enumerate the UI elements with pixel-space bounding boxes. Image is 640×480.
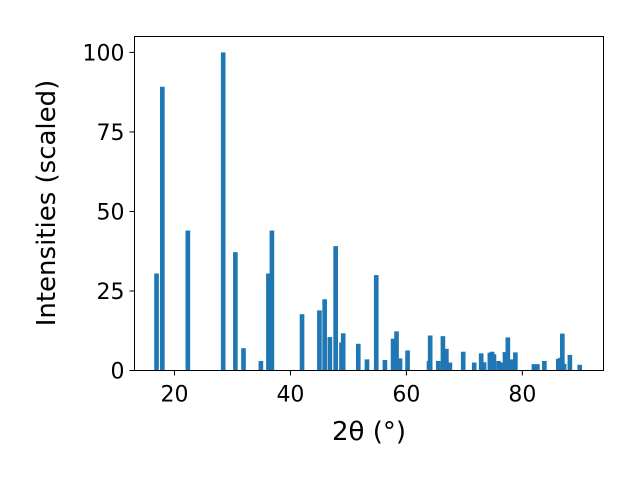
bar-40 (505, 337, 511, 371)
bar-8 (269, 230, 275, 371)
y-axis-label: Intensities (scaled) (32, 80, 62, 327)
y-tick-label: 75 (97, 121, 125, 146)
bar-25 (427, 335, 433, 371)
y-tick-label: 0 (111, 360, 125, 385)
bar-9 (299, 314, 305, 371)
x-axis-label: 2θ (°) (332, 417, 406, 447)
bar-20 (390, 338, 396, 371)
bar-37 (496, 360, 501, 371)
bar-1 (160, 86, 165, 371)
bar-51 (577, 364, 583, 371)
bar-2 (185, 230, 191, 371)
bar-5 (241, 348, 246, 371)
bar-series (154, 52, 583, 371)
bar-4 (233, 252, 238, 371)
x-tick-label: 60 (392, 383, 420, 408)
bar-29 (447, 362, 453, 371)
x-axis-ticks: 20 40 60 80 (161, 370, 536, 408)
y-tick-label: 50 (97, 200, 125, 225)
bar-38 (499, 362, 505, 371)
x-tick-label: 20 (161, 383, 189, 408)
bar-50 (567, 354, 573, 371)
bar-44 (535, 364, 540, 371)
bar-30 (460, 351, 466, 371)
y-tick-label: 100 (83, 41, 125, 66)
bar-32 (478, 353, 484, 371)
bar-21 (394, 331, 399, 371)
bar-27 (440, 336, 446, 371)
bar-11 (322, 299, 327, 371)
bar-13 (333, 246, 338, 371)
y-axis-ticks: 0 25 50 75 100 (83, 41, 135, 385)
bar-16 (355, 343, 361, 371)
bar-39 (502, 352, 508, 371)
x-tick-label: 80 (508, 383, 536, 408)
bar-23 (405, 350, 410, 371)
bar-31 (471, 362, 477, 371)
bar-19 (382, 360, 388, 371)
bar-12 (327, 337, 333, 371)
bar-10 (317, 310, 322, 371)
bar-42 (513, 352, 518, 371)
bar-17 (364, 359, 370, 371)
bar-49 (561, 363, 567, 371)
plot-frame (134, 36, 604, 371)
bar-26 (435, 360, 441, 371)
bar-33 (481, 362, 487, 371)
x-tick-label: 40 (276, 383, 304, 408)
bar-6 (258, 360, 264, 371)
bar-48 (560, 333, 565, 371)
bar-3 (220, 52, 226, 371)
bar-7 (266, 273, 271, 371)
bar-18 (373, 275, 379, 371)
y-tick-label: 25 (97, 280, 125, 305)
bar-15 (340, 333, 346, 371)
bar-45 (542, 360, 547, 371)
bar-43 (531, 364, 537, 371)
bar-36 (491, 354, 497, 371)
bar-22 (397, 358, 403, 371)
bar-41 (509, 359, 515, 371)
bar-0 (154, 273, 159, 371)
bar-28 (444, 348, 449, 371)
